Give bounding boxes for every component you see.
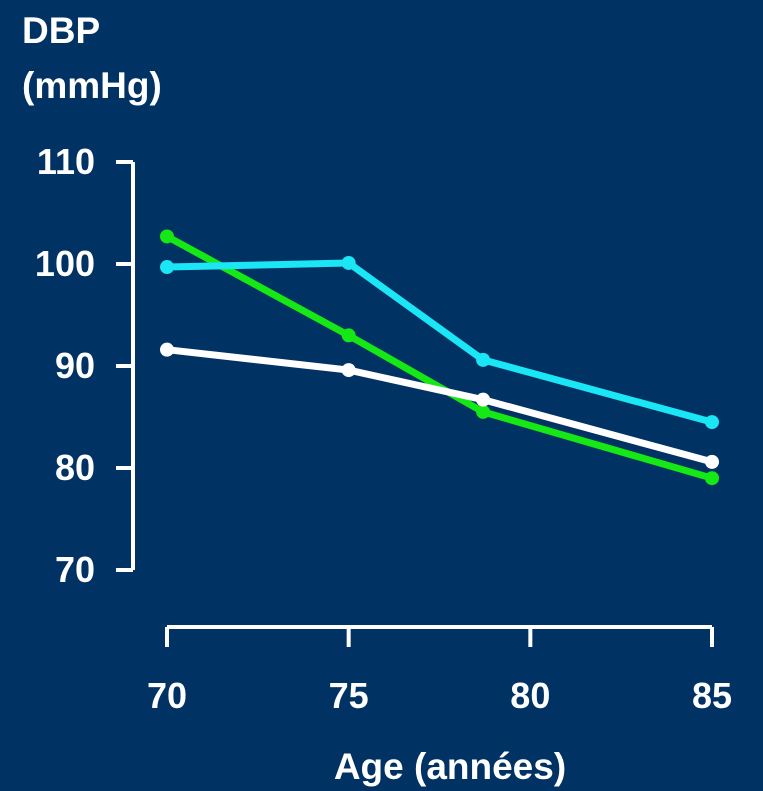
series-2 bbox=[160, 342, 719, 469]
series-0 bbox=[160, 229, 719, 486]
x-tick-label-85: 85 bbox=[692, 675, 732, 716]
x-tick-label-70: 70 bbox=[147, 675, 187, 716]
series-1-point-1 bbox=[341, 255, 356, 270]
y-tick-label-110: 110 bbox=[37, 141, 95, 182]
series-1-point-0 bbox=[160, 260, 174, 275]
series-0-point-3 bbox=[705, 471, 719, 486]
series-2-point-3 bbox=[705, 454, 719, 469]
x-tick-label-75: 75 bbox=[329, 675, 369, 716]
y-tick-label-70: 70 bbox=[55, 549, 95, 590]
y-axis: 70 80 90 100 110 bbox=[35, 141, 135, 590]
y-tick-label-80: 80 bbox=[55, 447, 95, 488]
series-0-point-1 bbox=[341, 328, 356, 343]
series-2-point-1 bbox=[341, 363, 356, 378]
series-1-line bbox=[163, 259, 716, 426]
series-2-point-0 bbox=[160, 342, 174, 357]
y-tick-label-90: 90 bbox=[55, 345, 95, 386]
x-axis-title: Age (années) bbox=[334, 746, 566, 787]
series-0-line bbox=[163, 232, 716, 482]
series-1-point-3 bbox=[705, 415, 719, 430]
series-2-line bbox=[163, 346, 716, 466]
x-tick-label-80: 80 bbox=[510, 675, 550, 716]
series-1 bbox=[160, 255, 719, 430]
series-1-point-2 bbox=[476, 352, 491, 367]
series-0-point-2 bbox=[476, 404, 491, 419]
y-axis-title-line-1: DBP bbox=[22, 10, 100, 51]
series-layer bbox=[160, 229, 719, 486]
series-2-point-2 bbox=[476, 392, 491, 407]
series-0-point-0 bbox=[160, 229, 174, 244]
y-tick-label-100: 100 bbox=[35, 243, 95, 284]
y-axis-title-line-2: (mmHg) bbox=[22, 65, 162, 106]
x-axis: 70 75 80 85 bbox=[147, 625, 732, 716]
